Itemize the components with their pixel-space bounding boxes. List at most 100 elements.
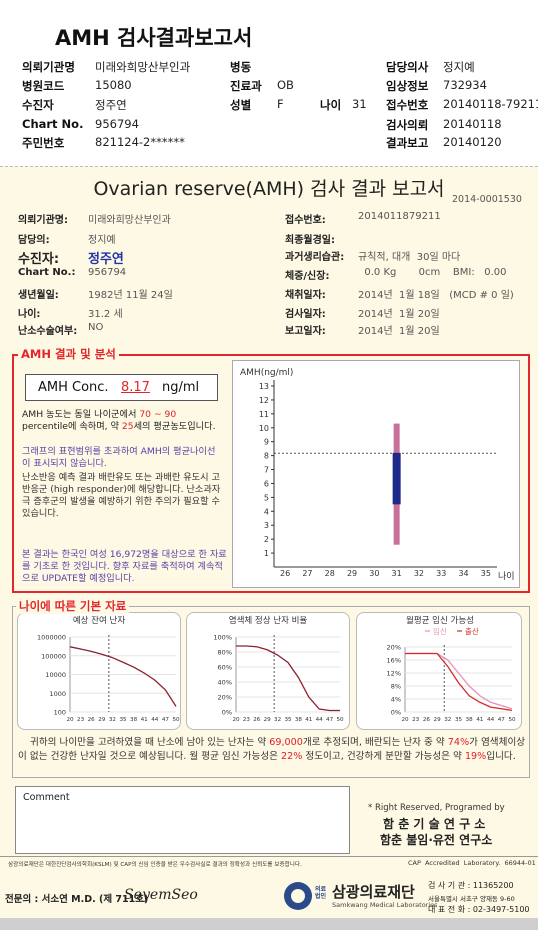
series-line <box>236 645 340 712</box>
summary-paragraph: 귀하의 나이만을 고려하였을 때 난소에 남아 있는 난자는 약 69,000개… <box>18 736 526 764</box>
report-title: Ovarian reserve(AMH) 검사 결과 보고서 <box>93 178 445 200</box>
x-tick-label: 26 <box>280 569 290 578</box>
amh-chart-panel <box>232 360 520 588</box>
field-value: 20140118 <box>443 117 502 131</box>
field-value: 미래와희망산부인과 <box>95 60 191 74</box>
field-label: 성별 <box>230 98 252 112</box>
field-label: 병원코드 <box>22 79 65 93</box>
x-tick-label: 20 <box>66 717 74 723</box>
text: 난소반응 예측 결과 배란유도 또는 과배란 유도시 고반응군 (high re… <box>22 472 221 519</box>
visit-value: 0.0 Kg 0cm BMI: 0.00 <box>358 267 507 278</box>
y-tick-label: 16% <box>387 657 401 665</box>
field-value: 15080 <box>95 78 132 92</box>
field-label: 접수번호 <box>386 98 429 112</box>
patient-label: 난소수술여부: <box>18 326 78 337</box>
y-tick-label: 6 <box>264 479 269 488</box>
text: 귀하의 나이만을 고려하였을 때 난소에 남아 있는 난자는 약 <box>30 737 270 748</box>
field-value: OB <box>277 78 294 92</box>
highlight: 70 ~ 90 <box>139 409 177 420</box>
field-value: 732934 <box>443 78 487 92</box>
visit-label: 보고일자: <box>285 326 326 337</box>
x-tick-label: 44 <box>151 717 159 723</box>
x-tick-label: 32 <box>444 717 451 723</box>
patient-label: 수진자: <box>18 252 60 267</box>
basic-section-title: 나이에 따른 기본 자료 <box>16 598 130 614</box>
field-value: 20140118-79211 <box>443 97 538 111</box>
series-line <box>69 646 177 707</box>
y-tick-label: 100000 <box>41 652 66 660</box>
visit-value: 2014년 1월 20일 <box>358 326 440 337</box>
y-tick-label: 8% <box>391 683 401 691</box>
visit-label: 체중/신장: <box>285 271 330 282</box>
text: percentile에 속하며, 약 <box>22 421 122 432</box>
field-label: 검사의뢰 <box>386 118 429 132</box>
y-tick-label: 2 <box>264 535 269 544</box>
patient-value: 956794 <box>88 267 127 278</box>
footer-code: 검 사 기 관 : 11365200 <box>428 881 514 890</box>
field-value: F <box>277 97 284 111</box>
patient-label: Chart No.: <box>18 267 76 278</box>
panel-frame <box>186 612 350 730</box>
y-tick-label: 5 <box>264 493 269 502</box>
x-tick-label: 20 <box>232 717 240 723</box>
y-tick-label: 20% <box>387 644 401 652</box>
field-value: 정지예 <box>443 60 475 74</box>
x-tick-label: 32 <box>109 717 116 723</box>
x-tick-label: 35 <box>455 717 463 723</box>
credits-line: * Right Reserved, Programed by <box>368 803 505 813</box>
logo-inner <box>291 889 305 903</box>
text: 본 결과는 한국인 여성 16,972명을 대상으로 한 자료를 기초로 한 것… <box>22 549 227 584</box>
y-tick-label: 80% <box>218 649 232 657</box>
x-tick-label: 47 <box>162 717 170 723</box>
x-tick-label: 32 <box>274 717 281 723</box>
patient-value: NO <box>88 322 104 333</box>
panel-frame <box>356 612 522 730</box>
patient-value: 정지예 <box>88 235 116 246</box>
patient-label: 담당의: <box>18 235 50 246</box>
y-tick-label: 100 <box>54 709 66 717</box>
patient-value: 1982년 11월 24일 <box>88 290 173 301</box>
x-tick-label: 26 <box>423 717 431 723</box>
amh-box <box>12 354 530 593</box>
y-tick-label: 0% <box>391 709 401 717</box>
series-line <box>405 652 513 710</box>
x-tick-label: 35 <box>119 717 127 723</box>
footer-notice: 삼광의료재단은 대한진단검사의학회(KSLM) 및 CAP의 신임 인증을 받은… <box>8 862 302 868</box>
amh-section-title: AMH 결과 및 분석 <box>18 346 119 362</box>
visit-label: 채취일자: <box>285 290 326 301</box>
amh-unit: ng/ml <box>162 380 200 395</box>
legend-label: 출산 <box>465 626 479 636</box>
text: AMH 농도는 동일 나이군에서 <box>22 409 140 420</box>
logo <box>284 882 312 910</box>
x-tick-label: 50 <box>508 717 516 723</box>
series-line <box>405 652 513 712</box>
field-label: 결과보고 <box>386 136 429 150</box>
visit-label: 최종월경일: <box>285 235 335 246</box>
x-tick-label: 47 <box>326 717 334 723</box>
x-tick-label: 29 <box>434 717 442 723</box>
x-tick-label: 30 <box>369 569 379 578</box>
y-tick-label: 40% <box>218 679 232 687</box>
y-tick-label: 12 <box>259 396 269 405</box>
x-tick-label: 38 <box>130 717 138 723</box>
footer-cap: CAP Accredited Laboratory. 66944-01 <box>408 859 536 867</box>
x-tick-label: 23 <box>77 717 85 723</box>
bottom-band <box>0 918 538 930</box>
x-tick-label: 44 <box>487 717 495 723</box>
y-tick-label: 3 <box>264 521 269 530</box>
credits-org: 함 춘 기 술 연 구 소 <box>383 817 486 831</box>
amh-note: 본 결과는 한국인 여성 16,972명을 대상으로 한 자료를 기초로 한 것… <box>22 549 230 585</box>
x-tick-label: 31 <box>392 569 402 578</box>
footer-org-en: Samkwang Medical Laboratories <box>332 901 438 909</box>
report-number: 2014-0001530 <box>452 194 522 205</box>
field-label: 의뢰기관명 <box>22 60 75 74</box>
x-tick-label: 34 <box>458 569 468 578</box>
x-tick-label: 23 <box>412 717 420 723</box>
field-value: 정주연 <box>95 98 127 112</box>
amh-label: AMH Conc. <box>38 380 109 395</box>
x-tick-label: 26 <box>253 717 261 723</box>
x-axis-label: 나이 <box>498 571 515 582</box>
x-tick-label: 20 <box>401 717 409 723</box>
x-tick-label: 41 <box>141 717 149 723</box>
